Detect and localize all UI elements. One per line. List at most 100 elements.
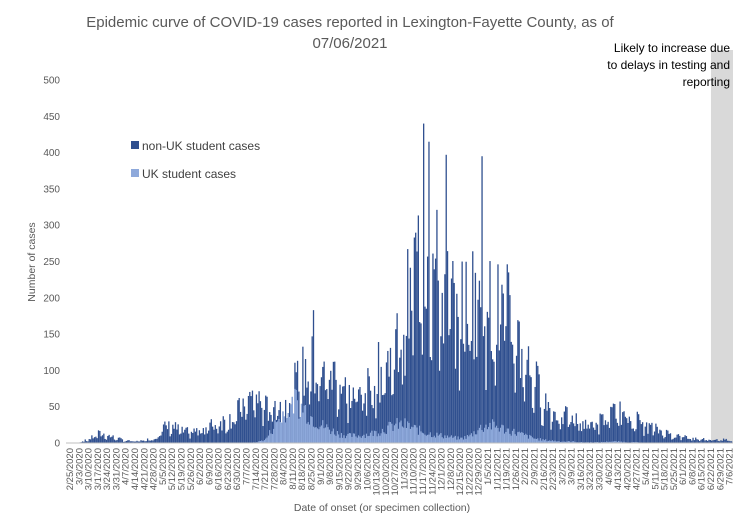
bar-non-uk — [537, 365, 539, 443]
bar-uk — [465, 438, 467, 443]
bar-uk — [498, 431, 500, 443]
bar-non-uk — [319, 386, 321, 443]
bar-non-uk — [407, 249, 409, 443]
x-tick-label: 5/11/2021 — [650, 448, 661, 490]
bar-uk — [401, 426, 404, 443]
bar-uk — [518, 431, 520, 443]
bar-non-uk — [426, 256, 429, 443]
bar-non-uk — [249, 391, 251, 443]
bar-uk — [288, 416, 291, 443]
bar-non-uk — [627, 423, 629, 443]
bar-uk — [300, 403, 303, 443]
bar-uk — [423, 433, 425, 443]
bar-uk — [331, 431, 333, 443]
bar-non-uk — [623, 411, 625, 443]
bar-uk — [535, 438, 538, 443]
bar-non-uk — [559, 429, 561, 443]
bar-non-uk — [152, 440, 154, 443]
bar-non-uk — [200, 433, 202, 443]
bar-non-uk — [131, 441, 133, 443]
bar-uk — [367, 436, 369, 443]
bar-uk — [442, 438, 445, 443]
bar-non-uk — [95, 436, 97, 443]
bar-non-uk — [630, 421, 632, 443]
bar-non-uk — [120, 438, 122, 443]
y-axis-title: Number of cases — [26, 222, 38, 301]
bar-non-uk — [351, 400, 353, 443]
bar-uk — [400, 420, 402, 443]
bar-non-uk — [489, 261, 491, 443]
bar-uk — [441, 437, 443, 443]
bar-uk — [372, 435, 374, 443]
bar-non-uk — [103, 433, 105, 443]
bar-non-uk — [553, 411, 555, 443]
bar-uk — [324, 427, 327, 443]
bar-uk — [529, 434, 531, 443]
bar-non-uk — [109, 437, 112, 443]
bar-non-uk — [166, 429, 169, 443]
bar-uk — [438, 434, 441, 443]
bar-non-uk — [596, 424, 599, 443]
bar-non-uk — [575, 413, 577, 443]
bar-non-uk — [519, 378, 522, 443]
bar-non-uk — [359, 387, 361, 443]
bar-non-uk — [614, 404, 616, 443]
bar-uk — [352, 433, 354, 443]
x-tick-label: 9/22/2020 — [344, 448, 355, 490]
bar-uk — [291, 396, 293, 443]
bar-uk — [551, 440, 554, 443]
bar-uk — [385, 433, 388, 443]
bar-non-uk — [518, 321, 520, 443]
bar-non-uk — [369, 390, 372, 443]
bar-non-uk — [705, 440, 707, 443]
bar-non-uk — [616, 422, 619, 443]
bar-non-uk — [381, 395, 384, 443]
bar-uk — [383, 432, 385, 443]
x-tick-label: 7/21/2020 — [260, 448, 271, 490]
bar-uk — [281, 422, 283, 443]
bar-non-uk — [189, 438, 191, 443]
bar-non-uk — [373, 385, 376, 443]
bar-non-uk — [263, 409, 266, 443]
bar-uk — [561, 441, 563, 443]
bar-non-uk — [323, 361, 325, 443]
bar-non-uk — [141, 440, 143, 443]
bar-non-uk — [218, 426, 220, 443]
bar-uk — [550, 441, 552, 443]
bar-non-uk — [526, 359, 528, 443]
bar-non-uk — [164, 421, 166, 443]
x-tick-label: 3/30/2021 — [595, 448, 606, 490]
bar-non-uk — [557, 420, 559, 443]
bar-uk — [408, 422, 410, 443]
bar-non-uk — [673, 437, 676, 443]
bar-non-uk — [376, 393, 378, 443]
bar-non-uk — [408, 338, 410, 443]
bar-uk — [494, 427, 496, 443]
bar-uk — [302, 412, 304, 443]
bar-non-uk — [104, 438, 106, 443]
chart-bars — [71, 123, 733, 444]
bar-uk — [527, 438, 530, 443]
bar-uk — [262, 441, 264, 443]
x-tick-label: 5/18/2021 — [660, 448, 671, 490]
bar-uk — [274, 420, 276, 443]
bar-non-uk — [644, 426, 646, 443]
bar-non-uk — [568, 424, 571, 443]
bar-non-uk — [235, 421, 238, 443]
bar-non-uk — [188, 433, 190, 443]
bar-non-uk — [521, 348, 523, 443]
bar-non-uk — [446, 251, 449, 443]
bar-non-uk — [391, 395, 393, 443]
bar-non-uk — [222, 416, 224, 443]
bar-non-uk — [212, 426, 214, 443]
bar-non-uk — [145, 441, 147, 443]
bar-non-uk — [209, 422, 211, 443]
bar-uk — [266, 437, 268, 443]
bar-non-uk — [685, 436, 688, 443]
bar-uk — [384, 433, 386, 443]
bar-non-uk — [425, 308, 427, 443]
bar-non-uk — [546, 410, 548, 443]
bar-uk — [457, 436, 459, 443]
bar-uk — [555, 441, 558, 443]
bar-non-uk — [522, 387, 524, 443]
